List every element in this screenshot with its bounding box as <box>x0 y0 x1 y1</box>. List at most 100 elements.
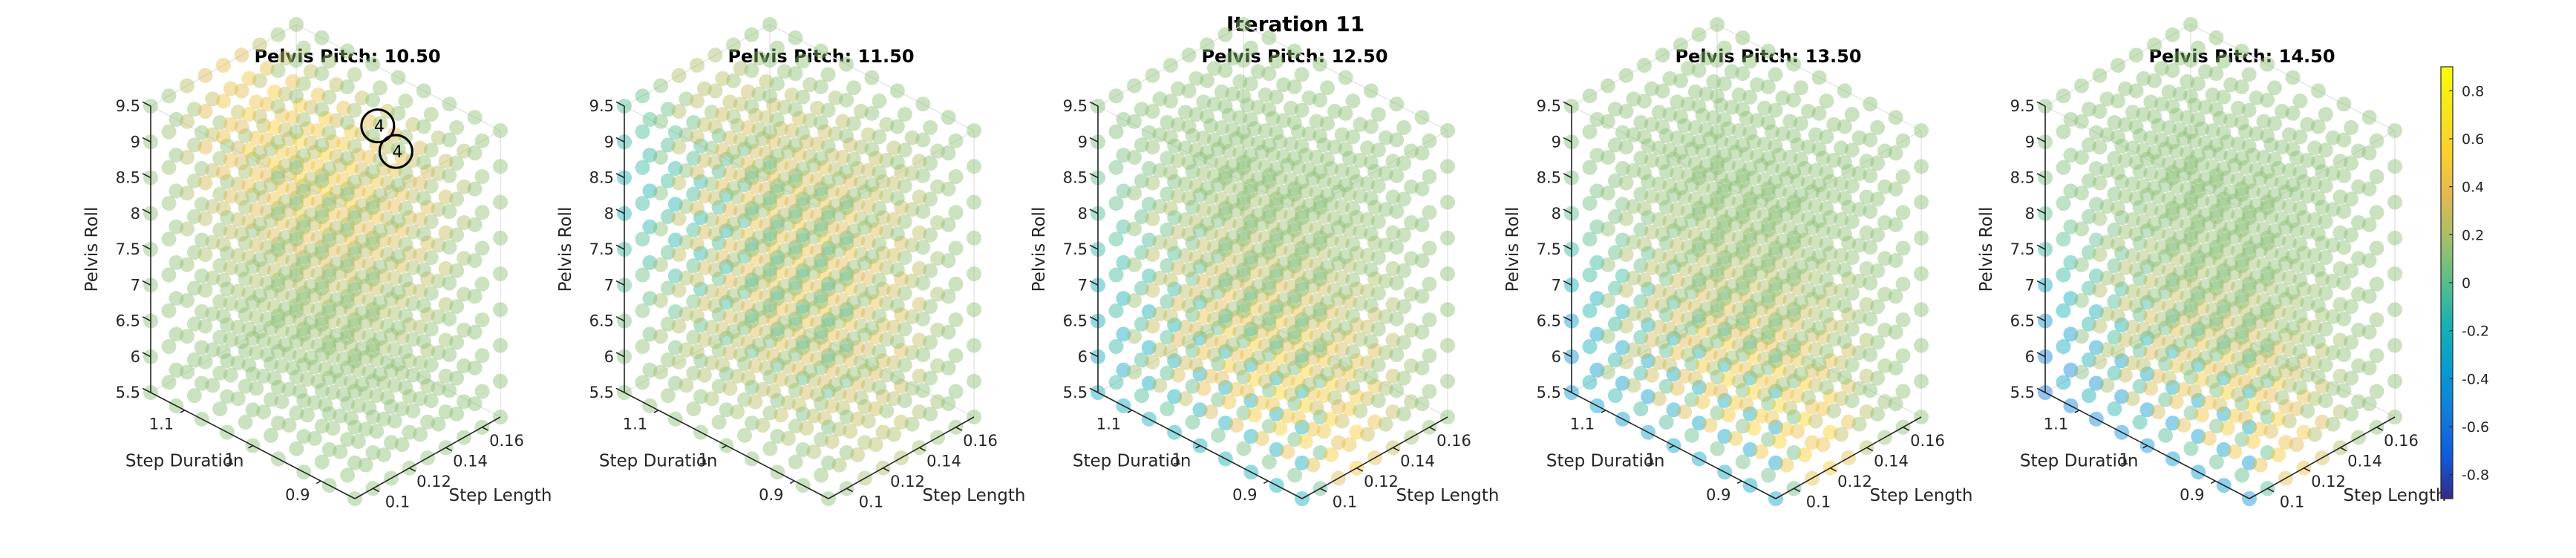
data-point <box>264 141 278 157</box>
data-point <box>285 74 301 89</box>
data-point <box>660 316 676 332</box>
data-point <box>161 375 177 390</box>
data-point <box>2074 114 2089 129</box>
data-point <box>376 375 392 391</box>
data-point <box>1662 357 1678 372</box>
data-point <box>1261 311 1277 326</box>
data-point <box>748 286 763 302</box>
x-tick-label: 0.1 <box>385 493 410 511</box>
data-point <box>2336 383 2352 398</box>
data-point <box>915 96 931 112</box>
data-point <box>1658 414 1674 430</box>
data-point <box>872 272 887 288</box>
data-point <box>1211 141 1226 157</box>
data-point <box>1808 306 1823 321</box>
y-tick-label: 1 <box>1645 450 1655 468</box>
data-point <box>1651 355 1667 370</box>
data-point <box>795 298 811 314</box>
data-point <box>2223 364 2239 379</box>
data-point <box>1757 137 1772 151</box>
data-point <box>390 142 406 157</box>
data-point <box>769 112 785 128</box>
data-point <box>300 229 315 243</box>
data-point <box>438 404 454 419</box>
data-point <box>1753 194 1769 209</box>
data-point <box>795 125 811 140</box>
data-point <box>285 110 301 125</box>
data-point <box>762 17 777 32</box>
data-point <box>766 205 782 220</box>
axes <box>1563 101 1922 499</box>
data-point <box>1633 401 1649 416</box>
data-point <box>1768 455 1783 470</box>
data-point <box>2212 397 2228 413</box>
data-point <box>220 281 235 297</box>
data-point <box>413 283 428 299</box>
data-point <box>1287 467 1303 483</box>
data-point <box>1229 275 1244 289</box>
annotation-label: 4 <box>392 143 402 162</box>
data-point <box>831 278 847 294</box>
data-point <box>1870 299 1886 315</box>
data-point <box>1367 378 1382 394</box>
data-point <box>2241 353 2257 369</box>
data-point <box>1823 389 1838 404</box>
data-point <box>1844 214 1860 229</box>
data-point <box>2132 200 2148 215</box>
data-point <box>413 355 428 370</box>
data-point <box>1727 252 1743 267</box>
data-point <box>169 111 184 127</box>
data-point <box>835 149 851 165</box>
data-point <box>810 137 825 151</box>
data-point <box>1422 384 1437 399</box>
data-point <box>788 102 803 117</box>
data-point <box>1170 188 1186 204</box>
data-point <box>1414 110 1430 125</box>
data-point <box>860 199 876 214</box>
data-point <box>223 116 238 132</box>
data-point <box>777 171 792 186</box>
data-point <box>1414 217 1430 232</box>
data-point <box>1797 232 1813 248</box>
data-point <box>1710 405 1725 421</box>
data-point <box>325 349 341 364</box>
data-point <box>216 237 231 252</box>
data-point <box>2063 326 2079 342</box>
data-point <box>1217 206 1233 221</box>
data-point <box>784 194 800 210</box>
data-point <box>205 163 220 178</box>
data-point <box>835 186 851 201</box>
data-point <box>2125 248 2140 263</box>
data-point <box>889 334 905 349</box>
data-point <box>318 397 333 413</box>
data-point <box>1786 230 1802 246</box>
subplot-title: Pelvis Pitch: 10.50 <box>254 46 440 67</box>
data-point <box>744 170 759 186</box>
z-tick-label: 7 <box>2025 276 2035 294</box>
data-point <box>1618 283 1634 298</box>
data-point <box>2292 237 2308 252</box>
data-point <box>2241 210 2257 226</box>
data-point <box>186 388 202 404</box>
data-point <box>1823 174 1838 189</box>
data-point <box>1236 405 1252 421</box>
data-point <box>2289 437 2304 453</box>
data-point <box>474 276 490 292</box>
data-point <box>1731 159 1747 174</box>
data-point <box>1360 248 1376 263</box>
data-point <box>186 245 202 260</box>
data-point <box>824 255 840 270</box>
data-point <box>1768 353 1783 369</box>
data-point <box>365 338 381 353</box>
data-point <box>740 120 756 135</box>
data-point <box>1775 305 1791 321</box>
data-point <box>1717 357 1733 372</box>
data-point <box>1324 447 1339 462</box>
data-point <box>704 105 719 120</box>
data-point <box>1607 388 1623 404</box>
data-point <box>886 427 902 442</box>
data-point <box>1888 360 1903 375</box>
data-point <box>216 344 231 359</box>
data-point <box>220 246 235 261</box>
data-point <box>948 312 964 327</box>
